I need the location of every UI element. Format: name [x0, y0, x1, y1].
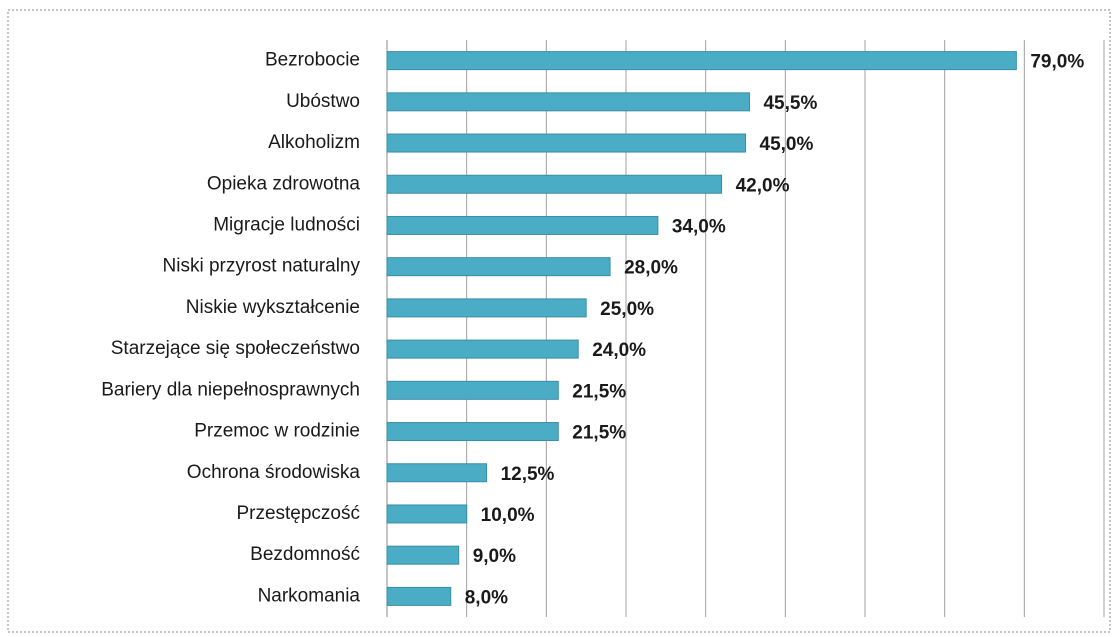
- y-tick-label: Ubóstwo: [286, 91, 360, 112]
- value-label: 25,0%: [600, 299, 654, 320]
- value-label: 12,5%: [501, 464, 555, 485]
- bar: [386, 51, 1017, 71]
- value-label: 79,0%: [1030, 52, 1084, 73]
- y-tick-label: Przemoc w rodzinie: [194, 421, 360, 442]
- bar: [386, 215, 659, 235]
- value-label: 21,5%: [572, 381, 626, 402]
- bar: [386, 174, 723, 194]
- y-tick-label: Ochrona środowiska: [187, 462, 361, 483]
- bar: [386, 133, 746, 153]
- bar: [386, 545, 460, 565]
- y-tick-label: Bariery dla niepełnosprawnych: [101, 379, 360, 400]
- y-tick-label: Niski przyrost naturalny: [163, 256, 361, 277]
- bar: [386, 380, 559, 400]
- bar: [386, 422, 559, 442]
- value-label: 45,0%: [760, 134, 814, 155]
- value-label: 42,0%: [736, 175, 790, 196]
- value-label: 10,0%: [481, 505, 535, 526]
- bar: [386, 586, 452, 606]
- y-tick-label: Przestępczość: [236, 503, 360, 524]
- value-label: 9,0%: [473, 546, 516, 567]
- value-label: 45,5%: [763, 93, 817, 114]
- y-tick-label: Narkomania: [258, 585, 361, 606]
- value-label: 24,0%: [592, 340, 646, 361]
- y-tick-label: Starzejące się społeczeństwo: [111, 338, 360, 359]
- value-label: 34,0%: [672, 216, 726, 237]
- value-label: 21,5%: [572, 423, 626, 444]
- bar: [386, 257, 611, 277]
- y-tick-label: Bezdomność: [250, 544, 360, 565]
- y-tick-label: Migracje ludności: [213, 214, 360, 235]
- y-tick-label: Niskie wykształcenie: [186, 297, 360, 318]
- value-label: 28,0%: [624, 258, 678, 279]
- y-tick-label: Opieka zdrowotna: [207, 173, 361, 194]
- bar: [386, 339, 579, 359]
- bar: [386, 463, 488, 483]
- y-tick-label: Bezrobocie: [265, 50, 360, 71]
- y-tick-label: Alkoholizm: [268, 132, 360, 153]
- bar: [386, 504, 468, 524]
- frame: [7, 9, 1111, 633]
- bar: [386, 298, 587, 318]
- value-label: 8,0%: [465, 587, 508, 608]
- bar: [386, 92, 750, 112]
